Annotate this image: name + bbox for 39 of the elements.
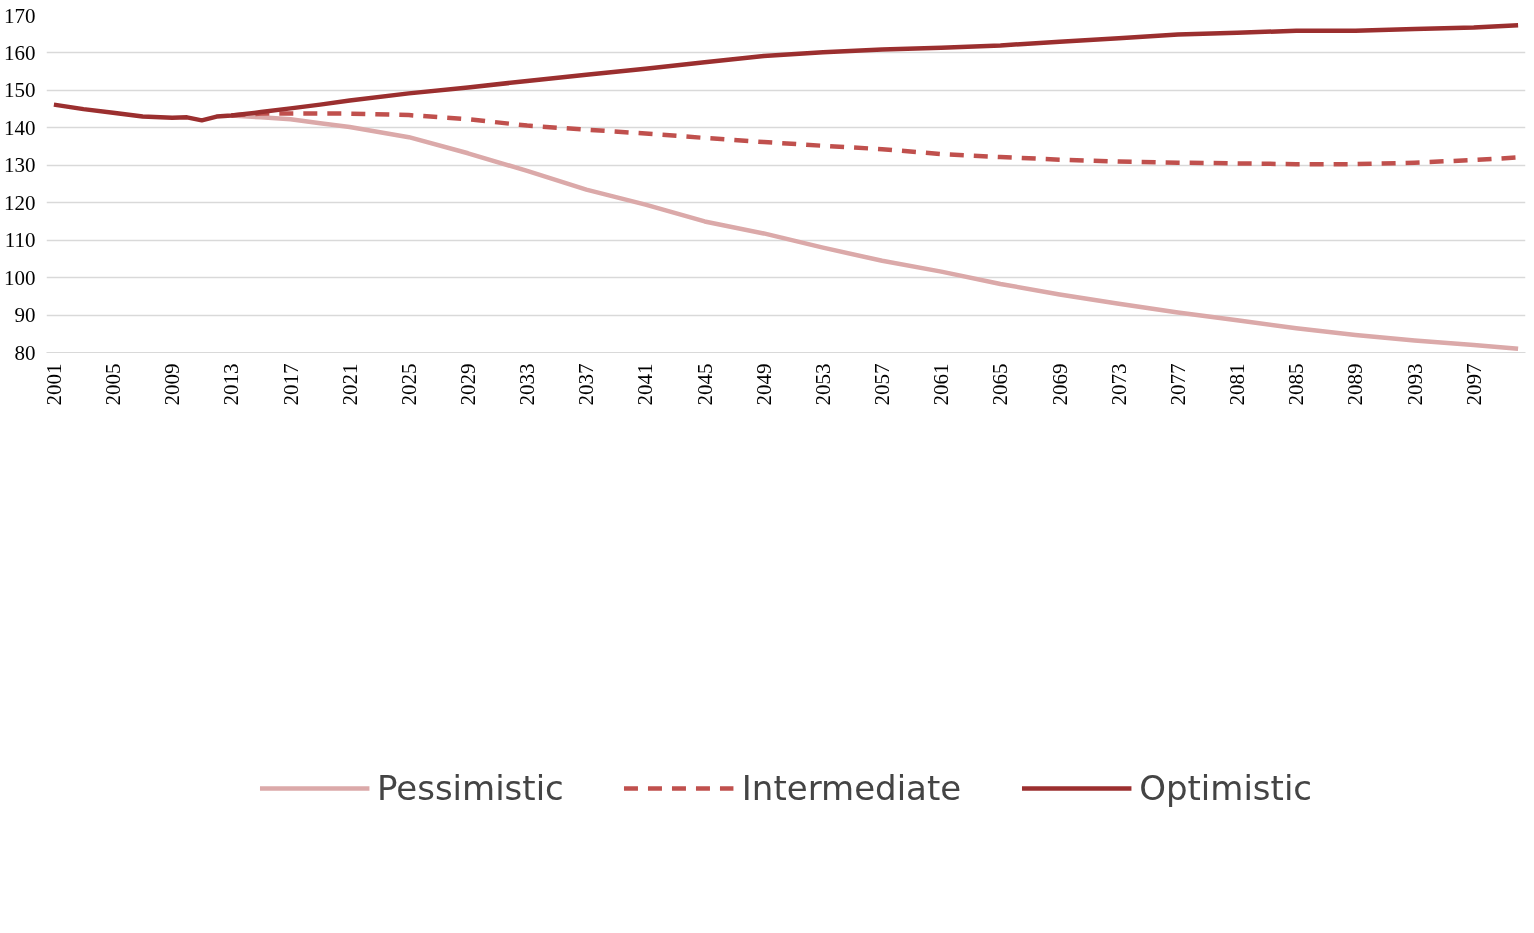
x-tick-label: 2069 bbox=[1047, 363, 1072, 406]
x-tick-label: 2057 bbox=[870, 363, 895, 406]
x-tick-label: 2049 bbox=[751, 363, 776, 406]
x-tick-label: 2093 bbox=[1402, 363, 1427, 406]
x-tick-label: 2001 bbox=[41, 363, 66, 406]
x-tick-label: 2097 bbox=[1461, 363, 1486, 406]
legend-label: Optimistic bbox=[1139, 768, 1313, 808]
y-tick-label: 140 bbox=[4, 115, 36, 140]
y-tick-label: 100 bbox=[4, 265, 36, 290]
x-tick-label: 2041 bbox=[633, 363, 658, 406]
x-tick-label: 2021 bbox=[337, 363, 362, 406]
x-tick-label: 2005 bbox=[101, 363, 126, 406]
y-tick-label: 90 bbox=[14, 303, 36, 328]
y-tick-label: 130 bbox=[4, 153, 36, 178]
y-tick-label: 120 bbox=[4, 190, 36, 215]
y-tick-label: 170 bbox=[4, 3, 36, 28]
x-tick-label: 2081 bbox=[1225, 363, 1250, 406]
x-tick-label: 2045 bbox=[692, 363, 717, 406]
y-tick-label: 110 bbox=[4, 228, 36, 253]
legend-label: Pessimistic bbox=[376, 768, 564, 808]
x-tick-label: 2073 bbox=[1106, 363, 1131, 406]
line-series bbox=[51, 22, 1521, 123]
x-tick-label: 2017 bbox=[278, 363, 303, 406]
x-tick-label: 2037 bbox=[574, 363, 599, 406]
x-tick-label: 2077 bbox=[1165, 363, 1190, 406]
x-tick-label: 2065 bbox=[988, 363, 1013, 406]
y-tick-label: 150 bbox=[4, 78, 36, 103]
x-tick-label: 2061 bbox=[929, 363, 954, 406]
x-tick-label: 2085 bbox=[1284, 363, 1309, 406]
x-tick-label: 2009 bbox=[160, 363, 185, 406]
x-tick-label: 2025 bbox=[396, 363, 421, 406]
x-tick-label: 2053 bbox=[810, 363, 835, 406]
x-tick-label: 2033 bbox=[515, 363, 540, 406]
x-tick-label: 2089 bbox=[1343, 363, 1368, 406]
y-tick-label: 160 bbox=[4, 40, 36, 65]
x-tick-label: 2029 bbox=[456, 363, 481, 406]
y-tick-label: 80 bbox=[14, 340, 36, 365]
x-tick-label: 2013 bbox=[219, 363, 244, 406]
legend-label: Intermediate bbox=[741, 768, 962, 808]
